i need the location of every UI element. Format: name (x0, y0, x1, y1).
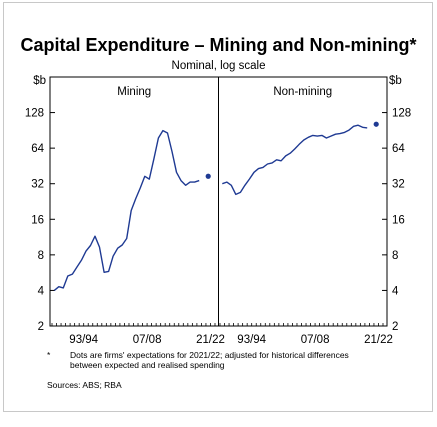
y-tick-label-left: 4 (38, 285, 45, 297)
y-tick-label-right: 16 (392, 214, 405, 226)
y-tick-label-right: 2 (392, 321, 398, 333)
expectation-dot (373, 121, 379, 127)
y-tick-label-right: 128 (392, 108, 411, 120)
y-tick-label-left: 8 (38, 250, 44, 262)
chart-title: Capital Expenditure – Mining and Non-min… (20, 35, 417, 55)
y-tick-label-left: 16 (31, 214, 44, 226)
x-tick-label: 07/08 (133, 334, 162, 346)
x-tick-label: 21/22 (196, 334, 225, 346)
y-tick-label-right: 8 (392, 250, 398, 262)
series-line-mining (53, 129, 200, 291)
y-unit-left: $b (33, 75, 46, 87)
x-tick-label: 07/08 (301, 334, 330, 346)
chart-subtitle: Nominal, log scale (171, 60, 266, 72)
y-unit-right: $b (389, 75, 402, 87)
footnote-marker: * (47, 350, 51, 360)
chart-frame (3, 2, 433, 412)
x-tick-label: 93/94 (237, 334, 266, 346)
x-tick-label: 21/22 (364, 334, 393, 346)
y-tick-label-left: 64 (31, 143, 44, 155)
y-tick-label-left: 128 (25, 108, 44, 120)
x-tick-label: 93/94 (69, 334, 98, 346)
footnote-text: Dots are firms' expectations for 2021/22… (70, 350, 349, 370)
y-tick-label-left: 2 (38, 321, 44, 333)
y-tick-label-right: 64 (392, 143, 405, 155)
y-tick-label-right: 32 (392, 179, 405, 191)
panel-label: Mining (117, 86, 151, 98)
expectation-dot (205, 173, 211, 179)
y-tick-label-left: 32 (31, 179, 44, 191)
series-line-non-mining (222, 124, 368, 196)
panel-label: Non-mining (273, 86, 332, 98)
sources-note: Sources: ABS; RBA (47, 380, 122, 390)
y-tick-label-right: 4 (392, 285, 399, 297)
